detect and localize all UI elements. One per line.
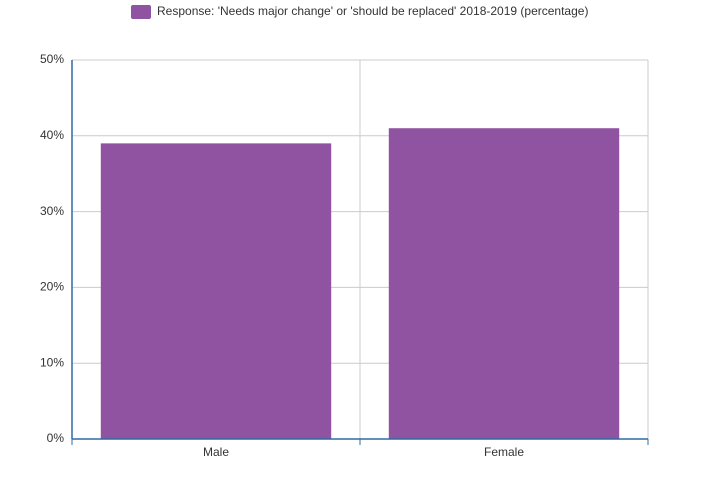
- y-tick-label: 0%: [47, 431, 65, 445]
- x-tick-label: Female: [484, 445, 524, 459]
- y-tick-label: 40%: [40, 128, 64, 142]
- y-tick-label: 50%: [40, 52, 64, 66]
- legend-swatch: [131, 5, 151, 19]
- y-tick-label: 30%: [40, 204, 64, 218]
- y-tick-label: 10%: [40, 355, 64, 369]
- bar: [388, 128, 620, 439]
- legend-label: Response: 'Needs major change' or 'shoul…: [157, 4, 588, 18]
- x-tick-label: Male: [203, 445, 229, 459]
- bar: [100, 143, 332, 439]
- y-tick-label: 20%: [40, 280, 64, 294]
